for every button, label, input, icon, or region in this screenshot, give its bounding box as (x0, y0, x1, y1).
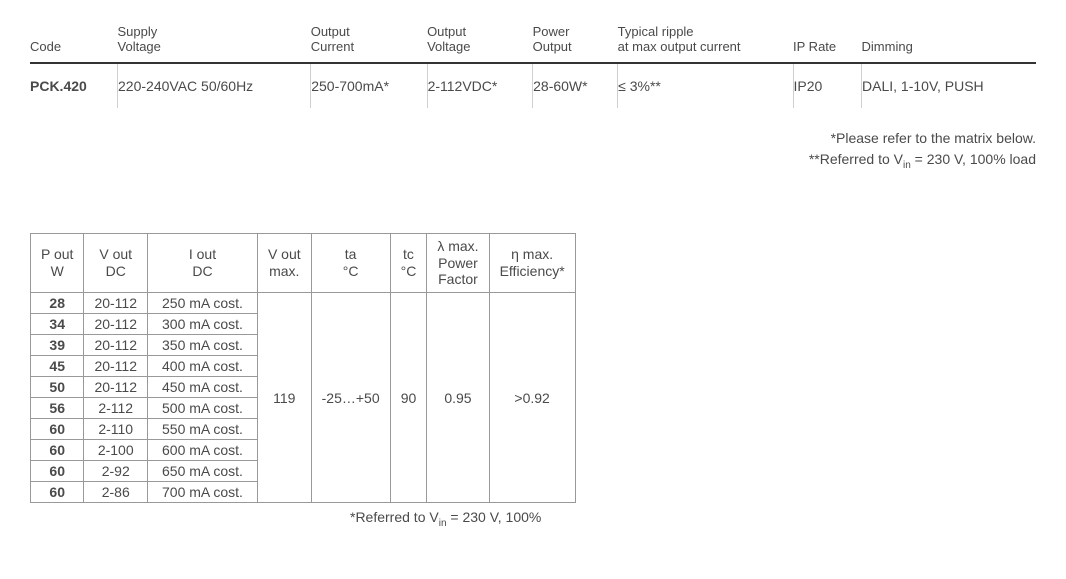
cell-vout: 2-92 (84, 461, 148, 482)
spec-dimming: DALI, 1-10V, PUSH (862, 64, 1036, 108)
col-voutmax: V outmax. (257, 233, 311, 292)
spec-power-output: 28-60W* (533, 64, 618, 108)
col-ripple: Typical rippleat max output current (618, 20, 793, 63)
cell-iout: 400 mA cost. (148, 356, 258, 377)
cell-lambda: 0.95 (427, 293, 489, 503)
col-output-current: OutputCurrent (311, 20, 427, 63)
cell-eta: >0.92 (489, 293, 575, 503)
col-lambda: λ max.PowerFactor (427, 233, 489, 292)
spec-output-voltage: 2-112VDC* (427, 64, 533, 108)
col-ip-rate: IP Rate (793, 20, 862, 63)
cell-vout: 20-112 (84, 377, 148, 398)
cell-pout: 60 (31, 482, 84, 503)
cell-pout: 28 (31, 293, 84, 314)
cell-tc: 90 (390, 293, 427, 503)
col-ta: ta°C (311, 233, 390, 292)
cell-iout: 550 mA cost. (148, 419, 258, 440)
cell-iout: 700 mA cost. (148, 482, 258, 503)
cell-pout: 60 (31, 461, 84, 482)
col-eta: η max.Efficiency* (489, 233, 575, 292)
cell-vout: 2-112 (84, 398, 148, 419)
footnote-1: *Please refer to the matrix below. (30, 128, 1036, 149)
footnotes: *Please refer to the matrix below. **Ref… (30, 128, 1036, 173)
cell-pout: 39 (31, 335, 84, 356)
spec-supply: 220-240VAC 50/60Hz (118, 64, 311, 108)
spec-table: Code SupplyVoltage OutputCurrent OutputV… (30, 20, 1036, 108)
col-iout: I outDC (148, 233, 258, 292)
cell-iout: 650 mA cost. (148, 461, 258, 482)
matrix-footnote: *Referred to Vin = 230 V, 100% (350, 509, 1036, 529)
cell-iout: 350 mA cost. (148, 335, 258, 356)
cell-voutmax: 119 (257, 293, 311, 503)
spec-code: PCK.420 (30, 64, 118, 108)
col-pout: P outW (31, 233, 84, 292)
cell-pout: 34 (31, 314, 84, 335)
spec-data-row: PCK.420 220-240VAC 50/60Hz 250-700mA* 2-… (30, 64, 1036, 108)
col-tc: tc°C (390, 233, 427, 292)
matrix-row: 2820-112250 mA cost.119-25…+50900.95>0.9… (31, 293, 576, 314)
col-supply: SupplyVoltage (118, 20, 311, 63)
cell-iout: 450 mA cost. (148, 377, 258, 398)
cell-iout: 600 mA cost. (148, 440, 258, 461)
col-vout: V outDC (84, 233, 148, 292)
spec-ripple: ≤ 3%** (618, 64, 793, 108)
footnote-2: **Referred to Vin = 230 V, 100% load (30, 149, 1036, 173)
cell-pout: 50 (31, 377, 84, 398)
cell-vout: 20-112 (84, 293, 148, 314)
col-power-output: PowerOutput (533, 20, 618, 63)
cell-pout: 60 (31, 440, 84, 461)
cell-vout: 2-110 (84, 419, 148, 440)
cell-iout: 250 mA cost. (148, 293, 258, 314)
spec-header-row: Code SupplyVoltage OutputCurrent OutputV… (30, 20, 1036, 63)
spec-output-current: 250-700mA* (311, 64, 427, 108)
matrix-header-row: P outW V outDC I outDC V outmax. ta°C tc… (31, 233, 576, 292)
cell-vout: 20-112 (84, 314, 148, 335)
col-output-voltage: OutputVoltage (427, 20, 533, 63)
cell-iout: 500 mA cost. (148, 398, 258, 419)
cell-ta: -25…+50 (311, 293, 390, 503)
cell-pout: 60 (31, 419, 84, 440)
cell-iout: 300 mA cost. (148, 314, 258, 335)
cell-pout: 45 (31, 356, 84, 377)
cell-pout: 56 (31, 398, 84, 419)
cell-vout: 20-112 (84, 335, 148, 356)
spec-ip-rate: IP20 (793, 64, 862, 108)
cell-vout: 2-100 (84, 440, 148, 461)
matrix-table: P outW V outDC I outDC V outmax. ta°C tc… (30, 233, 576, 503)
col-dimming: Dimming (862, 20, 1036, 63)
cell-vout: 20-112 (84, 356, 148, 377)
col-code: Code (30, 20, 118, 63)
cell-vout: 2-86 (84, 482, 148, 503)
